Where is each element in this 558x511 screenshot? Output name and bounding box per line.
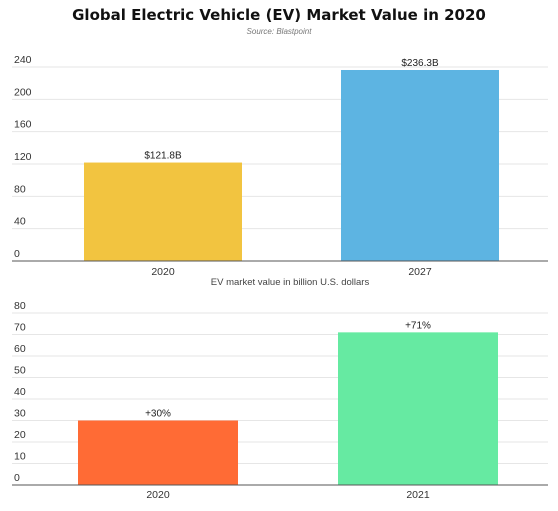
bottom-x-category-label: 2021 (406, 489, 430, 501)
bottom-y-tick-label: 50 (14, 365, 26, 377)
bottom-y-tick-label: 40 (14, 386, 26, 398)
bottom-y-tick-label: 0 (14, 472, 20, 484)
top-y-tick-label: 40 (14, 216, 26, 228)
top-x-category-label: 2020 (151, 266, 175, 278)
bottom-y-tick-label: 60 (14, 343, 26, 355)
chart-source: Source: Blastpoint (246, 27, 312, 36)
bottom-y-tick-label: 10 (14, 451, 26, 463)
chart-title: Global Electric Vehicle (EV) Market Valu… (72, 6, 486, 24)
top-x-axis-title: EV market value in billion U.S. dollars (211, 277, 370, 288)
top-data-label-2027: $236.3B (401, 58, 439, 69)
bottom-bar-2020 (78, 420, 238, 485)
bottom-x-category-label: 2020 (146, 489, 170, 501)
bottom-y-tick-label: 30 (14, 408, 26, 420)
top-bar-2027 (341, 69, 499, 261)
top-x-category-label: 2027 (408, 266, 432, 278)
top-y-tick-label: 240 (14, 54, 32, 66)
bottom-y-tick-label: 70 (14, 322, 26, 334)
top-data-label-2020: $121.8B (144, 151, 182, 162)
top-y-tick-label: 120 (14, 151, 32, 163)
bottom-y-tick-label: 80 (14, 300, 26, 312)
bottom-bar-2021 (338, 332, 498, 485)
top-y-tick-label: 160 (14, 119, 32, 131)
bottom-data-label-2021: +71% (405, 320, 431, 331)
top-bar-2020 (84, 162, 242, 261)
top-y-tick-label: 0 (14, 248, 20, 260)
bottom-y-tick-label: 20 (14, 429, 26, 441)
bottom-data-label-2020: +30% (145, 409, 171, 420)
top-y-tick-label: 200 (14, 86, 32, 98)
top-y-tick-label: 80 (14, 183, 26, 195)
